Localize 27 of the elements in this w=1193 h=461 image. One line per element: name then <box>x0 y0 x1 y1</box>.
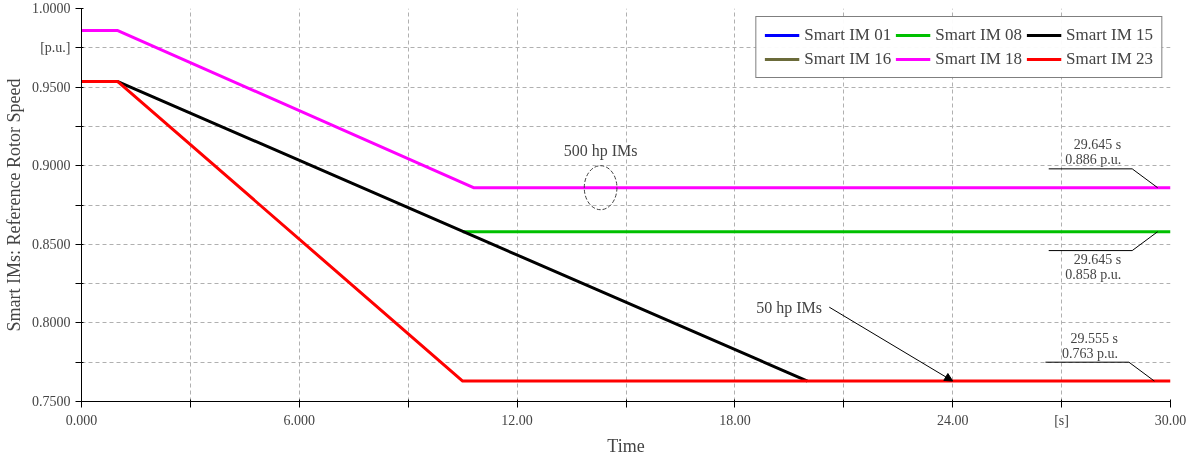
x-tick-label: [s] <box>1054 412 1069 428</box>
x-tick-label: 24.00 <box>936 412 969 428</box>
legend-label: Smart IM 01 <box>804 25 892 45</box>
annotation: 50 hp IMs <box>756 298 823 317</box>
legend-label: Smart IM 15 <box>1066 25 1153 45</box>
y-tick-label: 0.7500 <box>32 394 71 409</box>
annotation: 29.555 s 0.763 p.u. <box>1062 330 1119 361</box>
annotation: 29.645 s 0.858 p.u. <box>1065 252 1122 283</box>
y-tick-label: 0.9500 <box>32 79 71 95</box>
x-tick-label: 0.000 <box>65 412 98 428</box>
y-axis-title: Smart IMs: Reference Rotor Speed <box>4 78 24 332</box>
y-tick-label: 0.8500 <box>32 236 71 252</box>
x-tick-label: 30.00 <box>1154 412 1187 428</box>
legend-label: Smart IM 16 <box>804 49 892 69</box>
annotation: 500 hp IMs <box>563 142 638 161</box>
legend-label: Smart IM 08 <box>935 25 1023 45</box>
y-tick-label: [p.u.] <box>40 40 71 56</box>
y-tick-label: 0.9000 <box>32 158 71 174</box>
x-tick-label: 6.000 <box>283 412 316 428</box>
x-axis-title: Time <box>607 435 645 456</box>
legend-label: Smart IM 18 <box>935 49 1023 69</box>
x-tick-label: 12.00 <box>501 412 533 428</box>
y-tick-label: 0.8000 <box>32 315 71 331</box>
y-tick-label: 1.0000 <box>32 1 71 16</box>
annotation: 29.645 s 0.886 p.u. <box>1065 137 1122 168</box>
x-tick-label: 18.00 <box>719 412 751 428</box>
legend-label: Smart IM 23 <box>1066 49 1153 69</box>
